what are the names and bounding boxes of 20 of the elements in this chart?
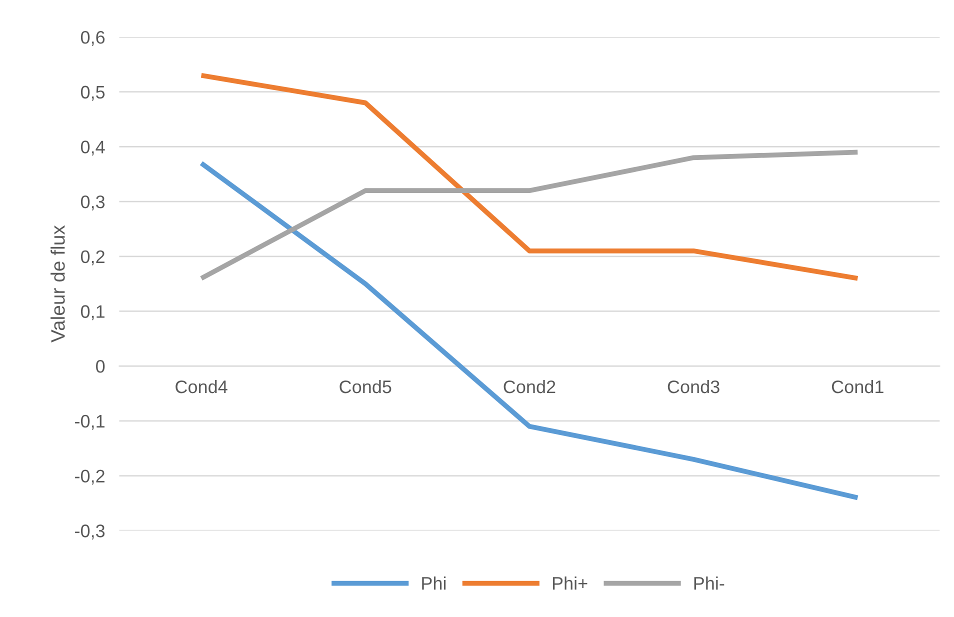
x-tick-label: Cond4 [176,380,228,394]
y-tick-label: 0,2 [80,250,104,266]
y-tick-label: 0,4 [80,140,105,156]
y-tick-label: 0,3 [80,195,105,210]
x-tick-label: Cond3 [668,380,720,394]
legend-label: Phi- [694,576,724,590]
y-tick-label: -0,2 [75,470,104,485]
legend-label: Phi+ [552,576,588,590]
y-tick-label: -0,3 [75,524,105,540]
x-tick-label: Cond1 [832,380,884,394]
y-tick-label: 0 [96,360,105,373]
y-tick-label: 0,6 [80,30,105,46]
y-tick-label: 0,1 [80,305,104,320]
y-axis-title: Valeur de flux [50,225,65,342]
line-series [198,72,860,281]
x-tick-label: Cond2 [504,380,556,394]
legend-label: Phi [422,576,446,590]
y-tick-label: -0,1 [75,414,104,430]
y-tick-label: 0,5 [80,86,105,101]
x-tick-label: Cond5 [340,380,392,394]
